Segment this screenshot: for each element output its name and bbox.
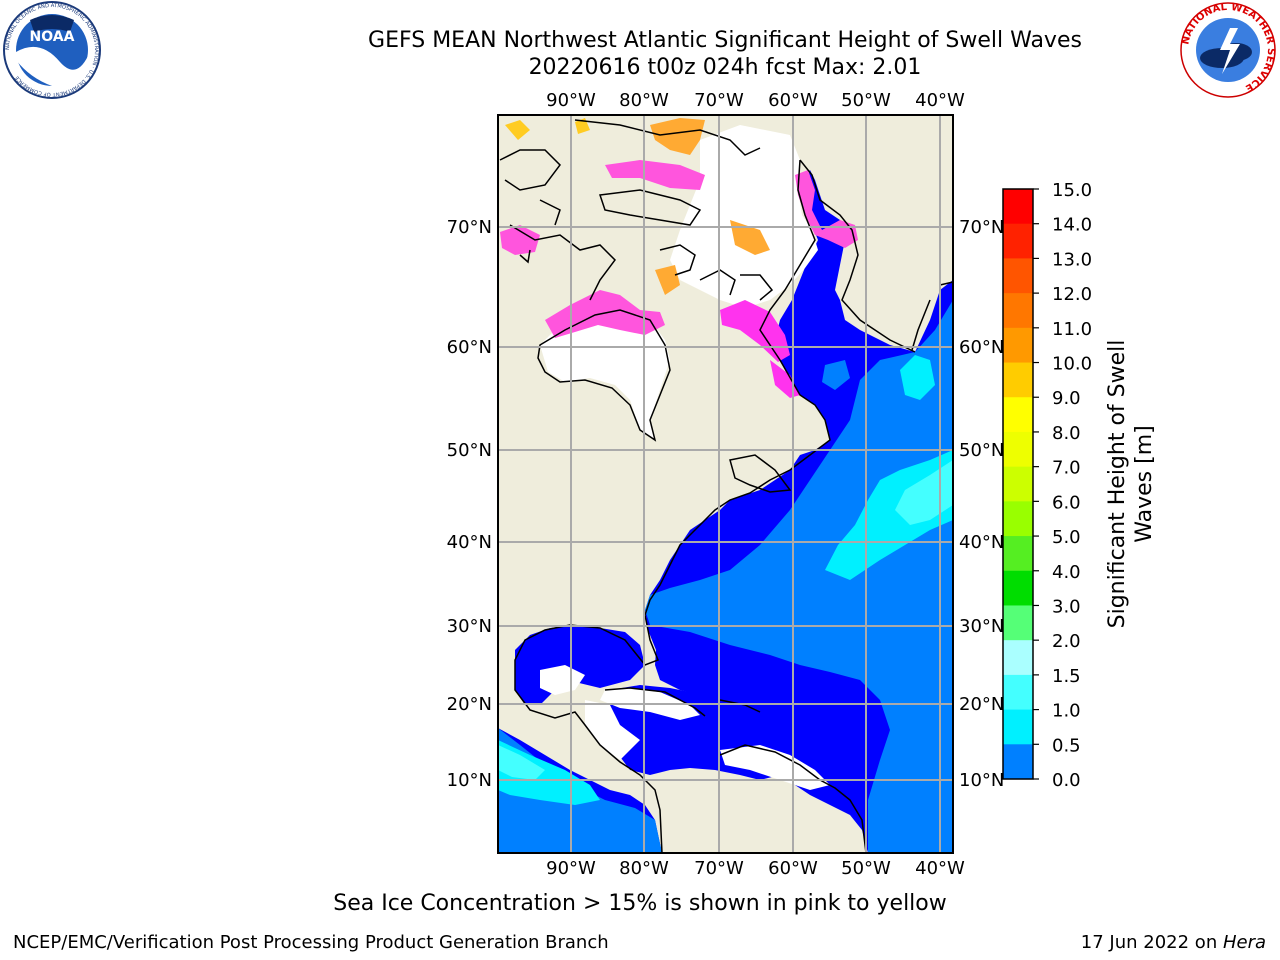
footer-host: Hera bbox=[1222, 932, 1266, 953]
coastlines bbox=[499, 119, 953, 853]
colorbar-tick-label: 1.0 bbox=[1052, 701, 1081, 722]
lat-label-20n-right: 20°N bbox=[959, 694, 1004, 715]
colorbar-segment bbox=[1003, 431, 1033, 468]
hudson-bay-white bbox=[540, 310, 670, 440]
colorbar-tick-label: 12.0 bbox=[1052, 284, 1092, 305]
lat-label-10n-right: 10°N bbox=[959, 770, 1004, 791]
gulf-coast-white bbox=[540, 665, 585, 695]
colorbar-segment bbox=[1003, 640, 1033, 676]
colorbar-segment bbox=[1003, 605, 1033, 641]
colorbar-tick-label: 0.5 bbox=[1052, 735, 1081, 756]
lat-label-60n: 60°N bbox=[447, 337, 492, 358]
lon-label-60w: 60°W bbox=[768, 90, 818, 111]
plot-title: GEFS MEAN Northwest Atlantic Significant… bbox=[368, 28, 1082, 53]
lon-label-60w-bottom: 60°W bbox=[768, 858, 818, 879]
lon-label-50w-bottom: 50°W bbox=[841, 858, 891, 879]
lat-label-60n-right: 60°N bbox=[959, 337, 1004, 358]
arctic-water-white bbox=[670, 125, 818, 308]
lon-label-40w: 40°W bbox=[915, 90, 965, 111]
swell-band-05 bbox=[645, 300, 953, 853]
colorbar-tick-label: 5.0 bbox=[1052, 527, 1081, 548]
colorbar-tick-label: 2.0 bbox=[1052, 631, 1081, 652]
colorbar-segment bbox=[1003, 223, 1033, 259]
colorbar-segment bbox=[1003, 362, 1033, 398]
footer-date: 17 Jun 2022 on Hera bbox=[1081, 932, 1266, 953]
swell-band-10-pacific bbox=[498, 740, 600, 805]
sea-ice-note: Sea Ice Concentration > 15% is shown in … bbox=[333, 891, 947, 916]
map-frame bbox=[497, 114, 954, 854]
swell-band-15-pacific bbox=[498, 745, 545, 780]
colorbar-segment bbox=[1003, 293, 1033, 329]
lon-labels-bottom: 90°W 80°W 70°W 60°W 50°W 40°W bbox=[546, 858, 965, 879]
lat-label-20n: 20°N bbox=[447, 694, 492, 715]
colorbar-segment bbox=[1003, 327, 1033, 364]
lon-label-80w-bottom: 80°W bbox=[619, 858, 669, 879]
colorbar-label-line1: Significant Height of Swell bbox=[1105, 340, 1130, 629]
swell-band-05-patch bbox=[822, 360, 850, 390]
colorbar-label-line2: Waves [m] bbox=[1132, 425, 1157, 542]
plot-subtitle: 20220616 t00z 024h fcst Max: 2.01 bbox=[528, 55, 922, 80]
footer-credit: NCEP/EMC/Verification Post Processing Pr… bbox=[13, 932, 609, 953]
colorbar-segment bbox=[1003, 258, 1033, 294]
colorbar-tick-label: 10.0 bbox=[1052, 354, 1092, 375]
lat-label-70n: 70°N bbox=[447, 217, 492, 238]
colorbar-tick-label: 15.0 bbox=[1052, 180, 1092, 201]
colorbar-tick-label: 6.0 bbox=[1052, 492, 1081, 513]
lat-label-10n: 10°N bbox=[447, 770, 492, 791]
map-area bbox=[498, 115, 953, 853]
colorbar-tick-label: 7.0 bbox=[1052, 458, 1081, 479]
colorbar-segment bbox=[1003, 709, 1033, 745]
lon-label-50w: 50°W bbox=[841, 90, 891, 111]
colorbar-segment bbox=[1003, 674, 1033, 711]
colorbar-segment bbox=[1003, 189, 1033, 225]
colorbar-tick-label: 14.0 bbox=[1052, 215, 1092, 236]
colorbar-segment bbox=[1003, 570, 1033, 606]
colorbar-tick-label: 1.5 bbox=[1052, 666, 1081, 687]
noaa-logo: NOAA NATIONAL OCEANIC AND ATMOSPHERIC AD… bbox=[3, 1, 101, 99]
colorbar-tick-label: 13.0 bbox=[1052, 249, 1092, 270]
colorbar-tick-label: 8.0 bbox=[1052, 423, 1081, 444]
lat-label-40n: 40°N bbox=[447, 532, 492, 553]
lat-label-50n: 50°N bbox=[447, 440, 492, 461]
colorbar-segment bbox=[1003, 536, 1033, 572]
lon-label-70w: 70°W bbox=[694, 90, 744, 111]
graticule bbox=[498, 115, 953, 853]
lat-label-30n-right: 30°N bbox=[959, 616, 1004, 637]
swell-band-10-north bbox=[900, 355, 935, 400]
lat-labels-right: 70°N 60°N 50°N 40°N 30°N 20°N 10°N bbox=[959, 217, 1004, 791]
lon-labels-top: 90°W 80°W 70°W 60°W 50°W 40°W bbox=[546, 90, 965, 111]
lon-label-90w-bottom: 90°W bbox=[546, 858, 596, 879]
colorbar-tick-label: 9.0 bbox=[1052, 388, 1081, 409]
colorbar-segment bbox=[1003, 744, 1033, 780]
lat-label-30n: 30°N bbox=[447, 616, 492, 637]
footer-date-text: 17 Jun 2022 on bbox=[1080, 932, 1223, 953]
lon-label-80w: 80°W bbox=[619, 90, 669, 111]
lat-label-40n-right: 40°N bbox=[959, 532, 1004, 553]
lon-label-40w-bottom: 40°W bbox=[915, 858, 965, 879]
colorbar-tick-label: 4.0 bbox=[1052, 562, 1081, 583]
colorbar-tick-label: 3.0 bbox=[1052, 596, 1081, 617]
colorbar-tick-label: 0.0 bbox=[1052, 770, 1081, 791]
colorbar-tick-label: 11.0 bbox=[1052, 319, 1092, 340]
colorbar: 15.0 14.0 13.0 12.0 11.0 10.0 9.0 8.0 7.0 6.0 5.0 4… bbox=[1003, 180, 1092, 791]
noaa-logo-text: NOAA bbox=[30, 29, 75, 45]
lon-label-70w-bottom: 70°W bbox=[694, 858, 744, 879]
lat-label-70n-right: 70°N bbox=[959, 217, 1004, 238]
colorbar-frame bbox=[1002, 188, 1034, 780]
lon-label-90w: 90°W bbox=[546, 90, 596, 111]
venezuela-white bbox=[720, 745, 830, 790]
swell-band-15 bbox=[895, 460, 953, 525]
colorbar-segment bbox=[1003, 397, 1033, 433]
colorbar-segment bbox=[1003, 501, 1033, 537]
lat-labels-left: 70°N 60°N 50°N 40°N 30°N 20°N 10°N bbox=[447, 217, 492, 791]
yucatan-white bbox=[585, 700, 640, 760]
colorbar-segment bbox=[1003, 466, 1033, 502]
lat-label-50n-right: 50°N bbox=[959, 440, 1004, 461]
nws-logo: NATIONAL WEATHER SERVICE bbox=[1180, 2, 1276, 98]
